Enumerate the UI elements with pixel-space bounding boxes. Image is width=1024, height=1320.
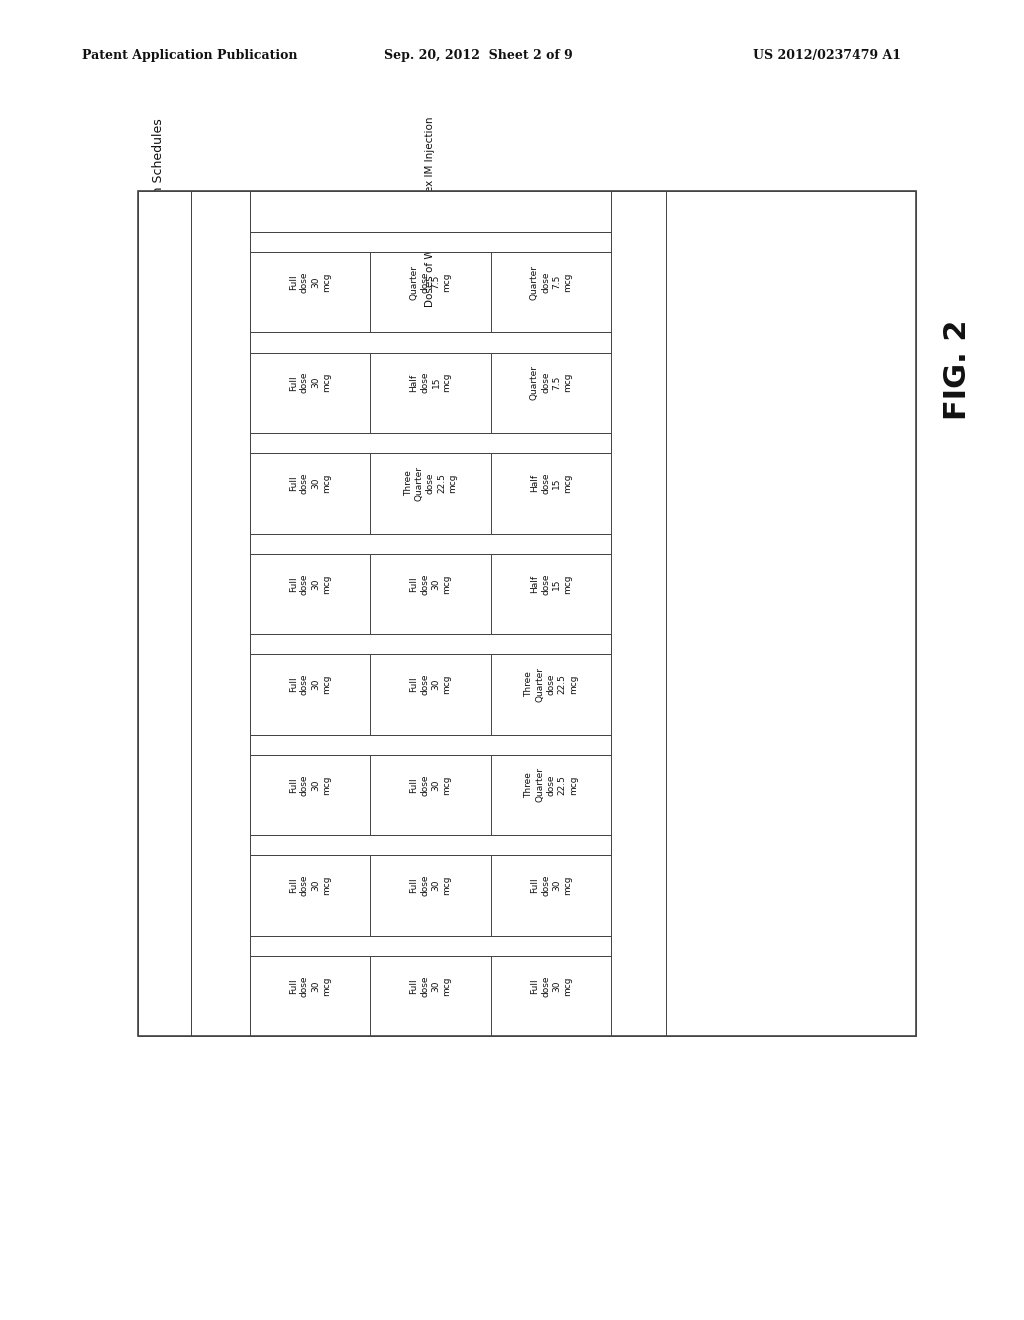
- Text: Full
dose
30
mcg: Full dose 30 mcg: [289, 673, 331, 696]
- Text: 7: 7: [425, 339, 435, 346]
- Text: Titration Schedules: Titration Schedules: [153, 117, 165, 239]
- Text: Full
dose
30
mcg: Full dose 30 mcg: [289, 272, 331, 293]
- Text: Prophylactic Medication: At each dosing visit, acetaminophen
650mg PO will be gi: Prophylactic Medication: At each dosing …: [767, 463, 816, 764]
- Text: Full
dose
30
mcg: Full dose 30 mcg: [410, 673, 452, 696]
- Text: 5: 5: [425, 540, 435, 546]
- Bar: [250, 836, 611, 855]
- Text: Full
dose
30
mcg: Full dose 30 mcg: [530, 875, 572, 896]
- Text: Full
dose
30
mcg: Full dose 30 mcg: [530, 975, 572, 997]
- Text: Three
Quarter
dose
22.5
mcg: Three Quarter dose 22.5 mcg: [403, 466, 457, 500]
- Text: Titration
Schedule: Titration Schedule: [209, 590, 231, 638]
- Text: Full
dose
30
mcg: Full dose 30 mcg: [289, 975, 331, 997]
- Bar: [138, 191, 191, 1036]
- Text: Full
dose
30
mcg: Full dose 30 mcg: [289, 875, 331, 896]
- Bar: [191, 191, 250, 1036]
- Text: Patent Application Publication: Patent Application Publication: [82, 49, 297, 62]
- Bar: [250, 232, 611, 252]
- Bar: [250, 333, 611, 352]
- Bar: [611, 191, 916, 1036]
- Text: Quarter
dose
7.5
mcg: Quarter dose 7.5 mcg: [410, 265, 452, 300]
- Bar: [250, 735, 611, 755]
- Text: Half
dose
15
mcg: Half dose 15 mcg: [530, 573, 572, 594]
- Text: US 2012/0237479 A1: US 2012/0237479 A1: [753, 49, 901, 62]
- Text: Full
dose
30
mcg: Full dose 30 mcg: [410, 573, 452, 594]
- Text: Full
dose
30
mcg: Full dose 30 mcg: [289, 372, 331, 393]
- Bar: [250, 634, 611, 655]
- Text: All Groups: All Groups: [634, 587, 644, 640]
- Text: 6: 6: [425, 440, 435, 446]
- Text: Full
dose
30
mcg: Full dose 30 mcg: [410, 875, 452, 896]
- Text: 8: 8: [425, 239, 435, 246]
- Bar: [250, 936, 611, 956]
- Text: 1: 1: [425, 942, 435, 949]
- Text: Full
dose
30
mcg: Full dose 30 mcg: [289, 573, 331, 594]
- Bar: [250, 433, 611, 453]
- Text: Full
dose
30
mcg: Full dose 30 mcg: [289, 774, 331, 796]
- Text: 2: 2: [425, 842, 435, 849]
- Text: Quarter
dose
7.5
mcg: Quarter dose 7.5 mcg: [530, 265, 572, 300]
- Text: 4: 4: [425, 642, 435, 647]
- Text: Sep. 20, 2012  Sheet 2 of 9: Sep. 20, 2012 Sheet 2 of 9: [384, 49, 572, 62]
- Text: Three
Quarter
dose
22.5
mcg: Three Quarter dose 22.5 mcg: [524, 667, 578, 702]
- Text: Three
Quarter
dose
22.5
mcg: Three Quarter dose 22.5 mcg: [524, 767, 578, 803]
- Text: Full
dose
30
mcg: Full dose 30 mcg: [289, 473, 331, 494]
- Text: Quarter
dose
7.5
mcg: Quarter dose 7.5 mcg: [530, 366, 572, 400]
- Text: Half
dose
15
mcg: Half dose 15 mcg: [410, 372, 452, 393]
- Bar: [250, 191, 611, 232]
- Text: 3: 3: [425, 742, 435, 747]
- Bar: [138, 191, 916, 1036]
- Text: Full
dose
30
mcg: Full dose 30 mcg: [410, 774, 452, 796]
- Text: Half
dose
15
mcg: Half dose 15 mcg: [530, 473, 572, 494]
- Text: Full
dose
30
mcg: Full dose 30 mcg: [410, 975, 452, 997]
- Text: Doses of Weekly Avonex IM Injection: Doses of Weekly Avonex IM Injection: [425, 116, 435, 308]
- Text: Treatment
Group: Treatment Group: [154, 587, 176, 640]
- Text: FIG. 2: FIG. 2: [943, 319, 972, 420]
- Bar: [250, 533, 611, 553]
